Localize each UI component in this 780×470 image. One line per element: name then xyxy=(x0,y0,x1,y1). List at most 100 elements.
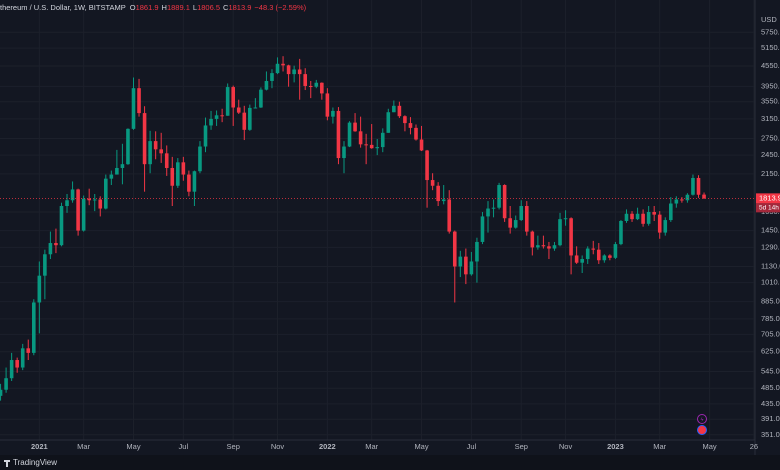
ohlc-value: 1889.1 xyxy=(167,3,190,12)
candle-body xyxy=(103,178,108,209)
candle-body xyxy=(674,199,679,204)
candle-body xyxy=(220,115,224,117)
x-tick-label: Jul xyxy=(467,442,477,451)
ohlc-value: 1861.9 xyxy=(136,3,159,12)
y-tick-label: 785.0 xyxy=(761,314,780,323)
candle-body xyxy=(441,199,446,202)
candle-body xyxy=(15,360,19,368)
y-tick-label: 391.0 xyxy=(761,414,780,423)
candle-body xyxy=(646,211,651,224)
candle-body xyxy=(142,113,147,165)
candle-body xyxy=(286,65,291,75)
y-tick-label: 2750.0 xyxy=(761,133,780,142)
x-tick-label: May xyxy=(702,442,716,451)
candle-body xyxy=(369,144,374,149)
candle-body xyxy=(92,199,97,201)
candle-body xyxy=(259,89,263,108)
x-tick-label: May xyxy=(414,442,428,451)
candle-body xyxy=(585,248,590,260)
candle-body xyxy=(563,218,568,220)
candle-body xyxy=(159,149,163,154)
candle-body xyxy=(9,360,14,379)
candle-body xyxy=(198,146,202,172)
candle-body xyxy=(59,206,64,246)
earnings-icon[interactable] xyxy=(697,425,707,435)
x-tick-label: 2022 xyxy=(319,442,336,451)
candle-body xyxy=(48,243,53,255)
candle-body xyxy=(336,110,341,159)
candle-body xyxy=(375,147,380,149)
bottom-bar xyxy=(0,455,780,470)
candle-body xyxy=(519,206,524,221)
candle-body xyxy=(137,88,141,114)
candle-body xyxy=(358,131,363,145)
candle-body xyxy=(126,128,130,165)
candle-body xyxy=(619,220,623,245)
ohlc-value: 1806.5 xyxy=(197,3,220,12)
candle-body xyxy=(148,141,152,165)
branding[interactable]: TradingView xyxy=(13,458,57,467)
candle-body xyxy=(292,69,296,75)
x-tick-label: May xyxy=(126,442,140,451)
candle-body xyxy=(580,259,584,263)
candle-body xyxy=(192,171,197,192)
candle-body xyxy=(81,198,86,231)
x-tick-label: 2021 xyxy=(31,442,48,451)
candle-body xyxy=(203,125,208,147)
candle-body xyxy=(657,214,662,233)
candle-body xyxy=(242,112,247,130)
candle-body xyxy=(480,216,485,242)
countdown-box xyxy=(756,203,780,213)
candle-body xyxy=(364,144,368,146)
candle-body xyxy=(486,208,490,217)
logo-icon xyxy=(4,460,10,467)
candle-body xyxy=(181,162,186,175)
candle-body xyxy=(652,211,656,215)
candle-body xyxy=(170,167,175,186)
y-tick-label: 351.0 xyxy=(761,430,780,439)
candle-body xyxy=(54,243,58,246)
candle-body xyxy=(20,348,25,368)
currency: USD xyxy=(761,15,777,24)
candle-body xyxy=(536,245,540,248)
candle-body xyxy=(43,254,47,276)
candle-body xyxy=(225,87,230,116)
candle-body xyxy=(270,73,274,81)
x-tick-label: Sep xyxy=(227,442,240,451)
candle-body xyxy=(436,185,440,202)
candle-body xyxy=(569,218,573,256)
y-tick-label: 435.0 xyxy=(761,399,780,408)
candle-body xyxy=(591,248,596,250)
candle-body xyxy=(275,63,280,74)
candle-body xyxy=(87,198,91,201)
y-tick-label: 1290.0 xyxy=(761,242,780,251)
y-tick-label: 2150.0 xyxy=(761,169,780,178)
candle-body xyxy=(613,244,618,258)
y-tick-label: 3550.0 xyxy=(761,97,780,106)
candle-body xyxy=(297,69,302,75)
candle-body xyxy=(281,63,285,66)
candle-body xyxy=(0,389,3,396)
candle-body xyxy=(397,105,402,117)
last-price-label: 1813.9 xyxy=(759,193,780,202)
candle-body xyxy=(469,261,474,275)
candle-body xyxy=(458,256,463,267)
y-tick-label: 1010.0 xyxy=(761,278,780,287)
candle-body xyxy=(98,199,103,209)
candle-body xyxy=(31,302,36,353)
x-tick-label: Jul xyxy=(179,442,189,451)
y-tick-label: 5150.0 xyxy=(761,43,780,52)
candle-body xyxy=(430,180,435,186)
candle-body xyxy=(26,348,31,353)
candle-body xyxy=(680,199,684,201)
candle-body xyxy=(303,74,308,86)
y-tick-label: 3950.0 xyxy=(761,81,780,90)
candle-body xyxy=(502,185,507,219)
candle-body xyxy=(630,213,634,220)
candle-body xyxy=(70,189,75,201)
candle-body xyxy=(419,139,424,151)
candle-body xyxy=(425,150,429,181)
candle-body xyxy=(380,132,385,148)
candle-body xyxy=(403,116,407,124)
candle-body xyxy=(4,378,8,390)
